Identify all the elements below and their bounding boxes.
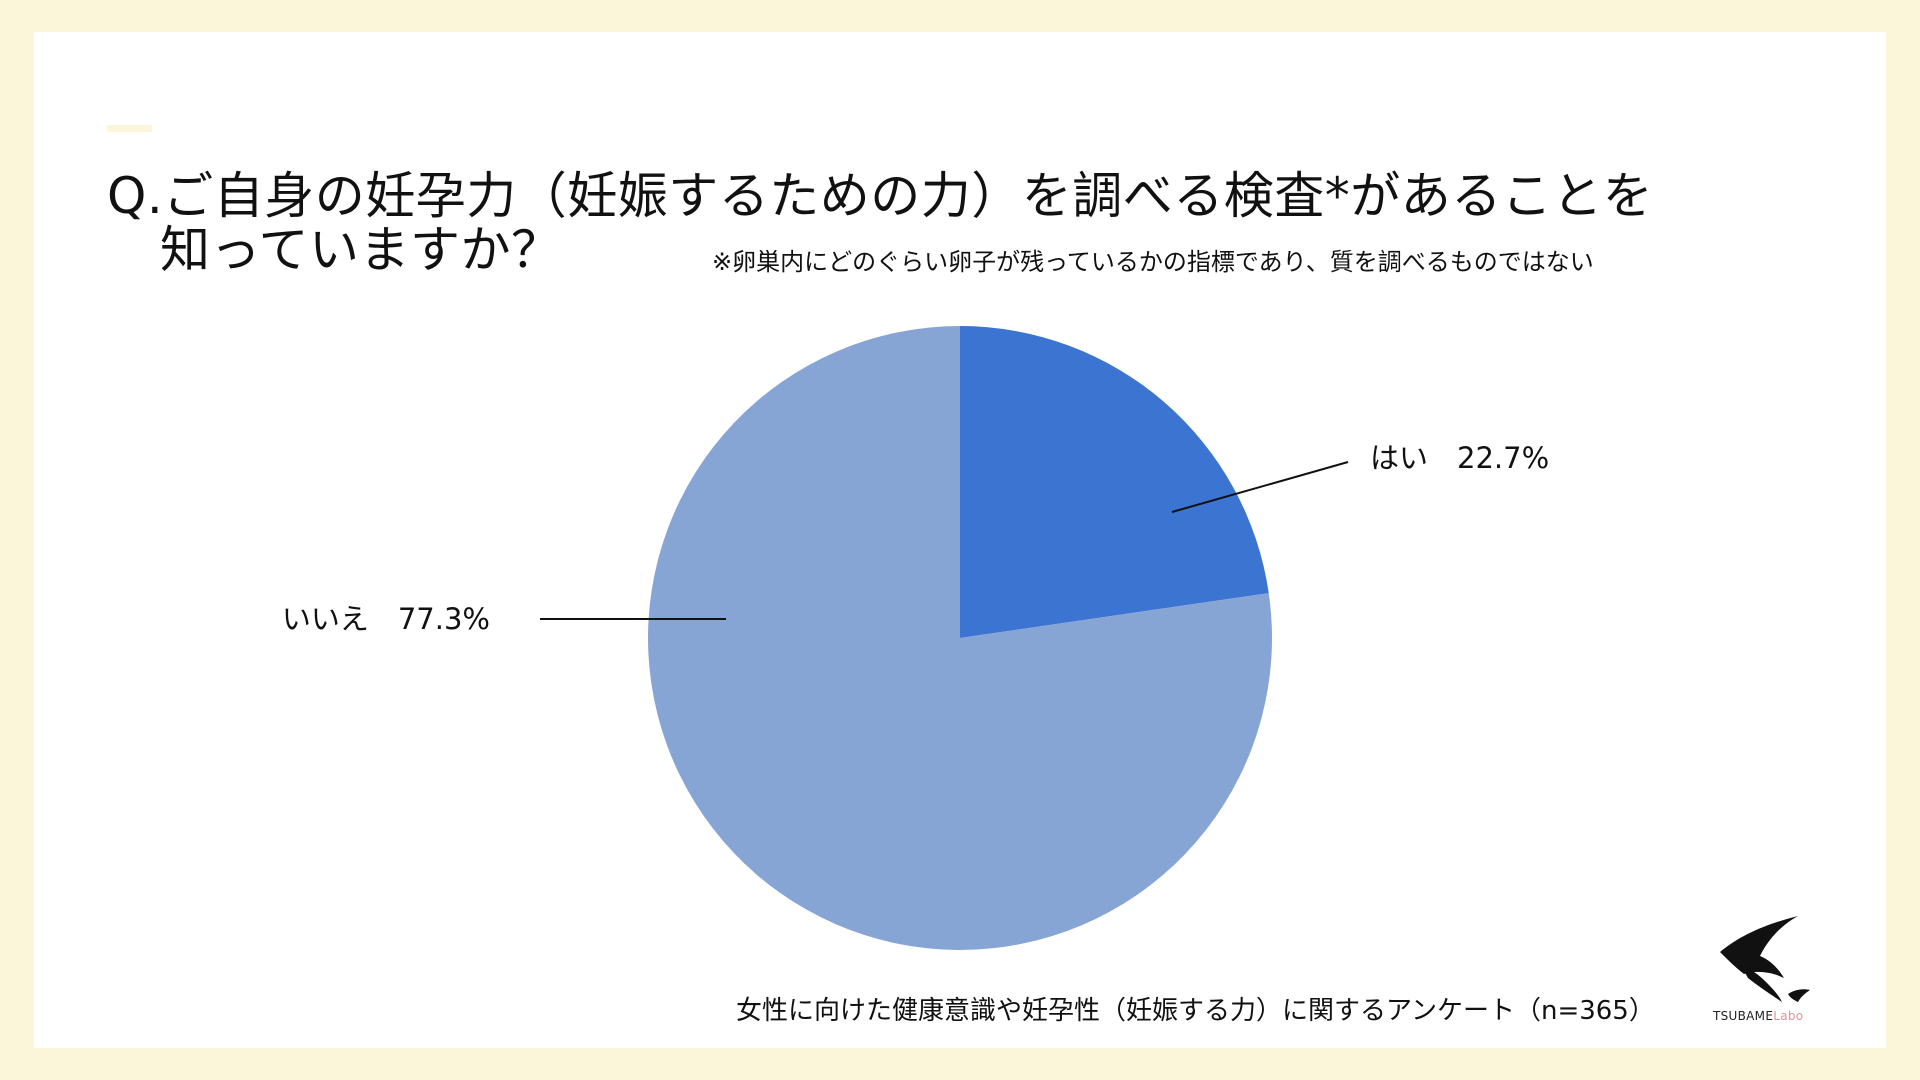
swallow-icon [1720,916,1810,1002]
question-title-line-1: Q.ご自身の妊孕力（妊娠するための力）を調べる検査*があることを [107,167,1654,225]
leader-line-yes [1171,461,1349,513]
pie-slice-yes [960,326,1269,638]
question-title-line-2: 知っていますか？ [160,221,562,279]
pie-label-yes: はい 22.7% [1370,441,1549,475]
brand-name: TSUBAME [1713,1009,1774,1023]
pie-label-no: いいえ 77.3% [282,602,490,636]
survey-source: 女性に向けた健康意識や妊孕性（妊娠する力）に関するアンケート（n=365） [736,996,1655,1026]
brand-logo-text: TSUBAMELabo [1713,1009,1803,1023]
pie-slice-no [647,326,1272,951]
footnote: ※卵巣内にどのぐらい卵子が残っているかの指標であり、質を調べるものではない [712,248,1594,276]
brand-name-sub: Labo [1773,1009,1804,1023]
accent-bar [107,125,152,132]
